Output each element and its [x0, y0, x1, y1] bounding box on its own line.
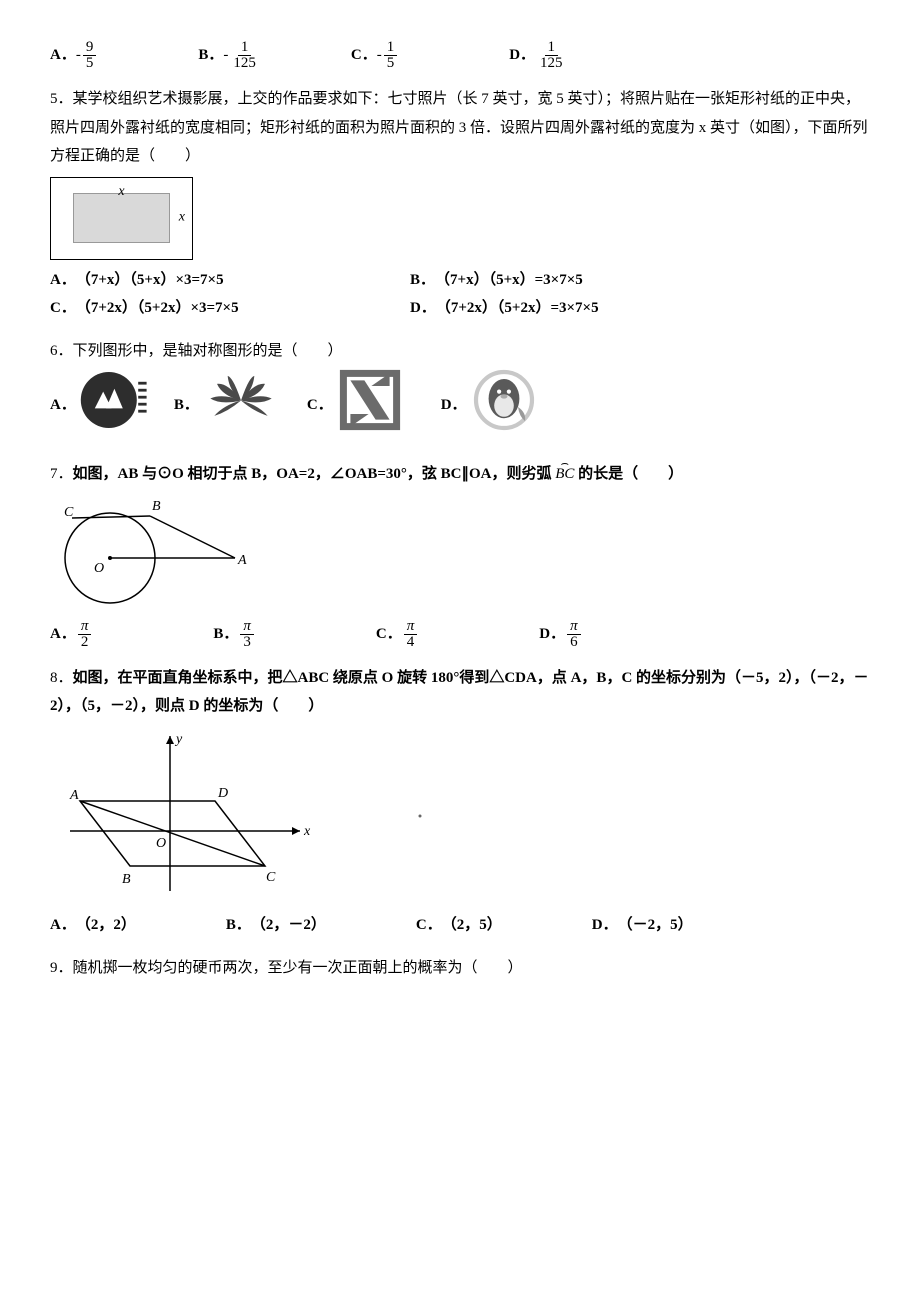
- opt-label: B．: [198, 41, 223, 70]
- q4-opt-b: B． - 1 125: [198, 40, 261, 71]
- opt-label: D．: [509, 41, 535, 70]
- sign: -: [76, 41, 81, 70]
- svg-text:D: D: [217, 786, 228, 801]
- fraction: 1 125: [230, 40, 259, 71]
- opt-label: A．: [50, 391, 76, 420]
- q7-opt-c: C． π4: [376, 619, 419, 650]
- q4-opt-c: C． - 1 5: [351, 40, 399, 71]
- q4-opt-d: D． 1 125: [509, 40, 567, 71]
- question-7: 7．如图，AB 与⊙O 相切于点 B，OA=2，∠OAB=30°，弦 BC∥OA…: [50, 460, 870, 489]
- q8-opt-c: C．（2，5）: [416, 911, 502, 940]
- q8-opt-b: B．（2，－2）: [226, 911, 326, 940]
- merchants-bank-icon: [78, 365, 148, 446]
- q-text-post: 的长是（ ）: [574, 466, 683, 482]
- q5-opt-b: B．（7+x）（5+x）=3×7×5: [410, 266, 770, 295]
- q-num: 8．: [50, 670, 73, 686]
- fraction: 9 5: [83, 40, 97, 71]
- sign: -: [377, 41, 382, 70]
- q-text: 随机掷一枚均匀的硬币两次，至少有一次正面朝上的概率为（ ）: [73, 960, 523, 976]
- svg-text:y: y: [174, 732, 183, 747]
- q5-opt-a: A．（7+x）（5+x）×3=7×5: [50, 266, 410, 295]
- q7-opt-a: A． π2: [50, 619, 93, 650]
- q-num: 7．: [50, 466, 73, 482]
- q-num: 5．: [50, 91, 73, 107]
- q5-opt-d: D．（7+2x）（5+2x）=3×7×5: [410, 294, 770, 323]
- q-text-pre: 如图，AB 与⊙O 相切于点 B，OA=2，∠OAB=30°，弦 BC∥OA，则…: [73, 466, 556, 482]
- qq-penguin-icon: [469, 365, 539, 446]
- photo-frame: x x: [54, 181, 189, 256]
- fraction: π4: [404, 619, 418, 650]
- q8-figure: A D B C O x y: [50, 721, 870, 912]
- q-text: 如图，在平面直角坐标系中，把△ABC 绕原点 O 旋转 180°得到△CDA，点…: [50, 670, 869, 715]
- huawei-icon: [201, 368, 281, 444]
- fraction: 1 125: [537, 40, 566, 71]
- x-top-label: x: [118, 179, 124, 206]
- label-a: A: [237, 553, 247, 568]
- fraction: π6: [567, 619, 581, 650]
- q5-figure: x x: [50, 177, 193, 260]
- sign: -: [223, 41, 228, 70]
- q-text: 下列图形中，是轴对称图形的是（ ）: [73, 343, 343, 359]
- q4-options: A． - 9 5 B． - 1 125 C． - 1 5 D． 1 125: [50, 40, 870, 71]
- q5-opt-c: C．（7+2x）（5+2x）×3=7×5: [50, 294, 410, 323]
- opt-label: C．: [307, 391, 333, 420]
- fraction: 1 5: [384, 40, 398, 71]
- svg-text:O: O: [156, 836, 166, 851]
- q8-opt-a: A．（2，2）: [50, 911, 136, 940]
- svg-text:C: C: [266, 870, 276, 885]
- q4-opt-a: A． - 9 5: [50, 40, 98, 71]
- opt-label: D．: [441, 391, 467, 420]
- arc-bc: BC: [555, 460, 574, 489]
- q-num: 9．: [50, 960, 73, 976]
- q-text: 某学校组织艺术摄影展，上交的作品要求如下：七寸照片（长 7 英寸，宽 5 英寸）…: [50, 91, 868, 164]
- opt-label: A．: [50, 41, 76, 70]
- q7-opt-b: B． π3: [213, 619, 256, 650]
- opt-label: C．: [351, 41, 377, 70]
- q5-options-row2: C．（7+2x）（5+2x）×3=7×5 D．（7+2x）（5+2x）=3×7×…: [50, 294, 870, 323]
- q6-options: A． B． C．: [50, 365, 870, 446]
- svg-text:B: B: [122, 872, 131, 887]
- q7-figure: C B O A: [50, 488, 870, 619]
- x-right-label: x: [179, 205, 185, 232]
- question-6: 6．下列图形中，是轴对称图形的是（ ）: [50, 337, 870, 366]
- q7-opt-d: D． π6: [539, 619, 582, 650]
- center-marker-icon: [419, 814, 422, 817]
- q5-options-row1: A．（7+x）（5+x）×3=7×5 B．（7+x）（5+x）=3×7×5: [50, 266, 870, 295]
- opt-label: B．: [174, 391, 199, 420]
- q8-opt-d: D．（－2，5）: [592, 911, 693, 940]
- abstract-n-icon: [335, 365, 405, 446]
- question-5: 5．某学校组织艺术摄影展，上交的作品要求如下：七寸照片（长 7 英寸，宽 5 英…: [50, 85, 870, 171]
- svg-text:x: x: [303, 824, 311, 839]
- label-b: B: [152, 499, 161, 514]
- q7-options: A． π2 B． π3 C． π4 D． π6: [50, 619, 870, 650]
- q-num: 6．: [50, 343, 73, 359]
- fraction: π2: [78, 619, 92, 650]
- svg-text:A: A: [69, 788, 79, 803]
- label-c: C: [64, 505, 74, 520]
- label-o: O: [94, 561, 104, 576]
- fraction: π3: [240, 619, 254, 650]
- q8-options: A．（2，2） B．（2，－2） C．（2，5） D．（－2，5）: [50, 911, 870, 940]
- question-8: 8．如图，在平面直角坐标系中，把△ABC 绕原点 O 旋转 180°得到△CDA…: [50, 664, 870, 721]
- question-9: 9．随机掷一枚均匀的硬币两次，至少有一次正面朝上的概率为（ ）: [50, 954, 870, 983]
